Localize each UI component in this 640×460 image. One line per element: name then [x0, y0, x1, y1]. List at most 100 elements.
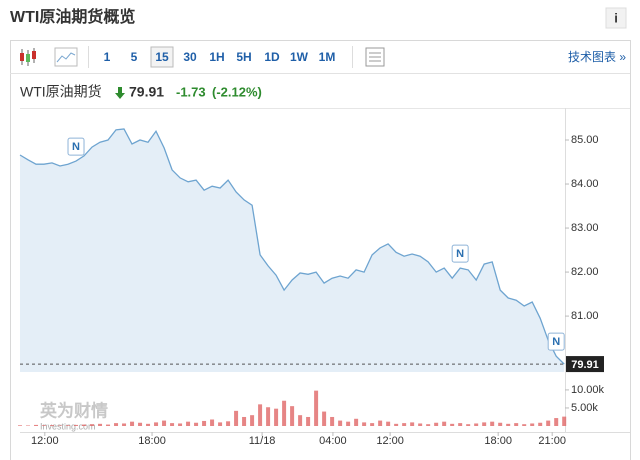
volume-bar [522, 424, 527, 426]
volume-bar [290, 406, 295, 426]
volume-bar [194, 422, 199, 426]
volume-bar [394, 423, 399, 426]
x-tick-label: 04:00 [319, 435, 347, 447]
volume-bar [50, 425, 55, 426]
y-tick-label: 84.00 [571, 178, 599, 190]
volume-bar [106, 424, 111, 426]
volume-bar [490, 421, 495, 426]
volume-bar [298, 415, 303, 426]
volume-bar [18, 425, 22, 426]
interval-button[interactable]: 15 [155, 50, 169, 64]
interval-button[interactable]: 1D [264, 50, 280, 64]
volume-bar [378, 420, 383, 426]
volume-bar [474, 423, 479, 426]
interval-button[interactable]: 5 [131, 50, 138, 64]
watermark-cn: 英为财情 [40, 400, 108, 420]
interval-button[interactable]: 30 [183, 50, 197, 64]
volume-tick-label: 5.00k [571, 402, 598, 414]
x-tick-label: 18:00 [138, 435, 166, 447]
volume-bar [130, 421, 135, 426]
interval-button[interactable]: 5H [236, 50, 251, 64]
volume-bar [202, 420, 207, 426]
watermark-en: Investing.com [40, 421, 96, 431]
volume-bar [122, 423, 127, 426]
volume-bar [434, 422, 439, 426]
y-tick-label: 85.00 [571, 134, 599, 146]
news-marker[interactable] [451, 244, 469, 263]
interval-button[interactable]: 1M [319, 50, 336, 64]
volume-bar [34, 424, 39, 426]
volume-bar [178, 423, 183, 426]
volume-bar [330, 416, 335, 426]
price-area [20, 129, 565, 372]
volume-bar [562, 416, 567, 426]
volume-bar [90, 424, 95, 426]
volume-bar [114, 423, 119, 426]
last-price-label: 79.91 [571, 359, 599, 371]
volume-bar [450, 423, 455, 426]
price-change: -1.73 [176, 84, 206, 99]
last-price-box [566, 356, 604, 373]
page-title: WTI原油期货概览 [10, 7, 135, 26]
volume-bar [338, 420, 343, 426]
line-icon[interactable] [54, 47, 78, 67]
x-tick-label: 12:00 [376, 435, 404, 447]
info-button[interactable] [605, 7, 627, 29]
x-tick-label: 18:00 [484, 435, 512, 447]
volume-bar [530, 423, 535, 426]
volume-tick-label: 10.00k [571, 384, 605, 396]
volume-bar [66, 425, 71, 426]
volume-bar [250, 415, 255, 426]
volume-bar [234, 410, 239, 426]
news-marker-label[interactable]: N [552, 336, 560, 348]
x-tick-label: 21:00 [538, 435, 566, 447]
news-marker[interactable] [67, 137, 85, 156]
volume-bar [226, 421, 231, 426]
volume-bar [258, 404, 263, 426]
x-tick-label: 12:00 [31, 435, 59, 447]
volume-bar [170, 423, 175, 426]
selected-interval[interactable] [150, 46, 174, 68]
y-tick-label: 82.00 [571, 266, 599, 278]
volume-bar [370, 423, 375, 426]
news-marker-label[interactable]: N [72, 141, 80, 153]
price-line [19, 128, 565, 365]
last-price: 79.91 [129, 84, 164, 100]
candle-icon[interactable] [20, 48, 36, 66]
volume-bar [162, 420, 167, 426]
volume-bar [546, 420, 551, 426]
volume-bar [514, 423, 519, 426]
table-icon[interactable] [365, 47, 385, 67]
info-icon[interactable]: i [614, 10, 618, 25]
volume-bar [26, 425, 31, 426]
y-tick-label: 81.00 [571, 310, 599, 322]
volume-bar [274, 408, 279, 426]
y-tick-label: 83.00 [571, 222, 599, 234]
volume-bar [314, 390, 319, 426]
news-marker[interactable] [547, 332, 565, 351]
volume-bar [506, 423, 511, 426]
interval-button[interactable]: 1W [290, 50, 309, 64]
widget-frame [10, 40, 631, 460]
volume-bar [82, 424, 87, 426]
volume-bar [154, 422, 159, 426]
news-marker-label[interactable]: N [456, 248, 464, 260]
instrument-name: WTI原油期货 [20, 84, 102, 100]
volume-bar [538, 422, 543, 426]
volume-bar [242, 416, 247, 426]
interval-button[interactable]: 1 [104, 50, 111, 64]
volume-bar [442, 421, 447, 426]
volume-bar [482, 422, 487, 426]
volume-bar [186, 421, 191, 426]
interval-button[interactable]: 1H [209, 50, 224, 64]
volume-bar [386, 421, 391, 426]
volume-bar [210, 419, 215, 426]
volume-bar [218, 422, 223, 426]
technical-chart-link[interactable]: 技术图表 » [568, 50, 626, 64]
volume-bar [554, 418, 559, 426]
volume-bar [426, 424, 431, 426]
volume-bar [266, 407, 271, 426]
volume-bar [354, 418, 359, 426]
price-change-percent: (-2.12%) [212, 84, 262, 99]
